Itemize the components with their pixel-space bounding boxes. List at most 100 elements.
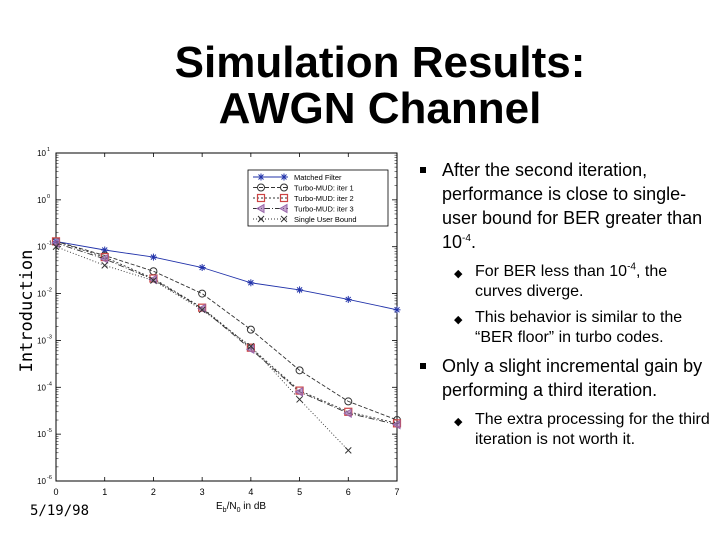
data-point [99,254,109,264]
series-line [55,242,398,426]
series-0 [52,237,401,314]
square-bullet-icon [420,363,426,369]
data-point-b [101,262,109,269]
y-tick-exponent: -2 [47,288,52,294]
bullet-list: After the second iteration, performance … [420,158,712,456]
x-label-sub-0: 0 [237,507,241,514]
title-line-1: Simulation Results: [174,38,586,87]
y-tick-exponent: 0 [47,194,50,200]
diamond-bullet-icon: ◆ [454,416,463,428]
legend-marker-d2 [258,174,264,180]
bullet-superscript: -4 [627,261,636,273]
x-tick-label: 2 [151,487,156,497]
sub-bullet-item: ◆ The extra processing for the third iter… [420,410,712,450]
bullet-text: For BER less than 10 [475,263,628,280]
legend-label: Single User Bound [294,215,357,224]
sub-bullet-item: ◆ For BER less than 10-4, the curves dive… [420,262,712,302]
data-point-b [296,396,303,403]
y-tick-exponent: -4 [47,381,52,387]
x-tick-label: 5 [297,487,302,497]
series-line [55,240,398,311]
y-tick-exponent: 1 [47,147,50,153]
y-tick-label: 10 [37,290,46,299]
legend-marker [280,183,288,192]
sub-bullet-item: ◆ This behavior is similar to the “BER fl… [420,308,712,348]
bullet-text-tail: , the curves diverge. [475,263,668,300]
x-label-unit: in dB [240,501,266,512]
legend-marker-b [257,215,265,223]
legend-marker [278,203,288,214]
data-point [344,397,353,406]
legend-box [247,169,389,227]
y-tick-exponent: -1 [47,241,52,247]
x-tick-label: 6 [346,487,351,497]
legend-marker [255,203,265,214]
data-point-d2 [248,279,254,286]
bullet-item: Only a slight incremental gain by perfor… [420,354,712,402]
slide-date: 5/19/98 [30,503,90,519]
diamond-bullet-icon: ◆ [454,314,463,326]
bullet-text: The extra processing for the third itera… [475,411,710,448]
legend-marker [279,193,289,203]
data-point-b [150,277,157,284]
bullet-superscript: -4 [462,233,471,244]
bullet-text: After the second iteration, performance … [442,160,703,252]
series-group [50,237,402,454]
x-tick-label: 7 [394,487,399,497]
y-tick-label: 10 [37,149,46,158]
x-label-e: E [216,501,223,512]
legend-marker-d2 [281,174,287,180]
y-tick-exponent: -3 [47,334,52,340]
y-tick-label: 10 [37,383,46,392]
series-line [55,240,398,424]
data-point-b [247,342,255,350]
y-tick-label: 10 [37,336,46,345]
data-point [198,289,207,298]
data-point-d2 [394,306,400,313]
data-point [246,325,255,334]
bullet-text: Only a slight incremental gain by perfor… [442,356,703,400]
bullet-text-tail: . [470,232,476,252]
axis-ticks [55,152,398,482]
legend-label: Turbo-MUD: iter 3 [294,205,354,214]
data-point-b [52,243,60,251]
square-bullet-icon [420,167,426,173]
x-tick-label: 0 [53,487,58,497]
data-point [391,419,401,430]
legend-label: Turbo-MUD: iter 2 [294,194,354,203]
legend-marker-b [280,215,288,223]
series-4 [52,243,352,454]
bullet-text: This behavior is similar to the “BER flo… [475,309,683,346]
y-tick-label: 10 [37,477,46,486]
diamond-bullet-icon: ◆ [454,268,463,280]
x-tick-labels: 0 1 2 3 4 5 6 7 [53,487,399,497]
data-point-d2 [345,296,352,303]
y-tick-label: 10 [37,196,46,205]
x-tick-label: 1 [102,487,107,497]
data-point-d2 [199,264,205,271]
data-point-b [198,306,206,314]
x-tick-label: 3 [200,487,205,497]
data-point-d2 [101,247,108,253]
x-tick-label: 4 [248,487,253,497]
slide-title: Simulation Results: AWGN Channel [120,40,640,132]
x-label-n: /N [227,501,237,512]
data-point-b [344,447,352,454]
data-point [294,386,304,397]
data-point-d2 [296,287,303,293]
y-tick-label: 10 [37,243,46,252]
data-point [295,366,304,375]
legend-marker [257,183,265,192]
bullet-item: After the second iteration, performance … [420,158,712,254]
y-tick-exponent: -6 [47,475,52,481]
x-label-sub-b: b [223,507,227,514]
series-line [55,240,398,421]
x-axis-label: Eb/N0 in dB [216,501,266,514]
title-line-2: AWGN Channel [218,84,542,133]
data-point-d2 [150,254,157,260]
legend-label: Turbo-MUD: iter 1 [294,184,354,193]
legend-marker [256,193,266,203]
